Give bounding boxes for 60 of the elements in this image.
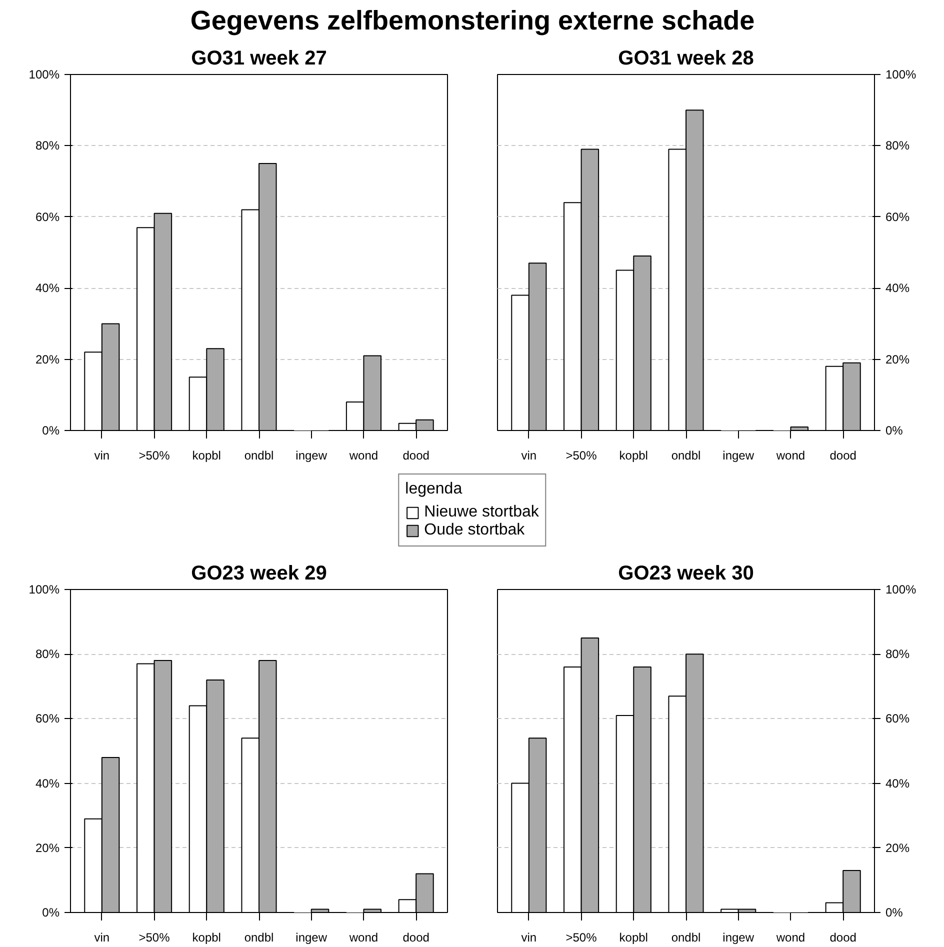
x-tick-label: wond (348, 930, 378, 944)
y-tick-label: 40% (35, 776, 60, 790)
x-tick-label: ondbl (671, 930, 701, 944)
x-tick-label: vin (521, 930, 537, 944)
y2-tick-label: 20% (886, 840, 910, 855)
y2-tick-label: 20% (886, 352, 910, 366)
x-tick-label: vin (94, 448, 110, 462)
y2-tick-label: 60% (886, 712, 910, 726)
x-tick-label: kopbl (619, 448, 648, 462)
y2-tick-label: 100% (886, 68, 917, 82)
x-tick-label: wond (348, 448, 378, 462)
x-tick-label: ondbl (671, 448, 701, 462)
y-tick-label: 100% (28, 68, 60, 82)
x-tick-label: ondbl (244, 448, 274, 462)
x-tick-label: vin (94, 930, 110, 944)
x-tick-label: kopbl (619, 930, 648, 944)
x-tick-label: vin (521, 448, 537, 462)
y2-tick-label: 40% (886, 776, 910, 790)
x-tick-label: kopbl (192, 448, 221, 462)
y-tick-label: 80% (35, 647, 60, 662)
x-tick-label: ingew (722, 448, 754, 462)
legend-label: Nieuwe stortbak (424, 504, 539, 522)
x-tick-label: >50% (138, 930, 170, 944)
text: Gegevens zelfbemonstering externe schade (190, 6, 755, 36)
y-tick-label: 20% (35, 840, 60, 855)
y-tick-label: 60% (35, 712, 60, 726)
chart-title: GO31 week 28 (618, 48, 754, 70)
x-tick-label: ondbl (244, 930, 274, 944)
y-tick-label: 0% (42, 424, 60, 438)
x-tick-label: dood (830, 930, 856, 944)
y-tick-label: 0% (42, 906, 60, 920)
x-tick-label: ingew (296, 930, 328, 944)
chart-title: GO23 week 30 (618, 562, 754, 584)
y2-tick-label: 80% (886, 647, 910, 662)
y2-tick-label: 40% (886, 281, 910, 296)
legend-title: legenda (405, 480, 464, 498)
y-tick-label: 80% (35, 138, 60, 153)
y2-tick-label: 80% (886, 138, 910, 153)
x-tick-label: dood (830, 448, 856, 462)
x-tick-label: >50% (566, 930, 598, 944)
y2-tick-label: 60% (886, 210, 910, 224)
x-tick-label: ingew (722, 930, 754, 944)
y2-tick-label: 0% (886, 424, 904, 438)
x-tick-label: wond (775, 930, 806, 944)
y-tick-label: 20% (35, 352, 60, 366)
x-tick-label: >50% (138, 448, 170, 462)
x-tick-label: ingew (296, 448, 328, 462)
chart-title: GO23 week 29 (191, 562, 327, 584)
x-tick-label: kopbl (192, 930, 221, 944)
x-tick-label: >50% (566, 448, 598, 462)
y-tick-label: 40% (35, 281, 60, 296)
y2-tick-label: 100% (886, 582, 917, 596)
y-tick-label: 100% (28, 582, 60, 596)
chart-title: GO31 week 27 (191, 48, 327, 70)
x-tick-label: dood (402, 930, 430, 944)
legend-label: Oude stortbak (424, 522, 525, 540)
x-tick-label: wond (775, 448, 806, 462)
x-tick-label: dood (402, 448, 430, 462)
y2-tick-label: 0% (886, 906, 904, 920)
y-tick-label: 60% (35, 210, 60, 224)
